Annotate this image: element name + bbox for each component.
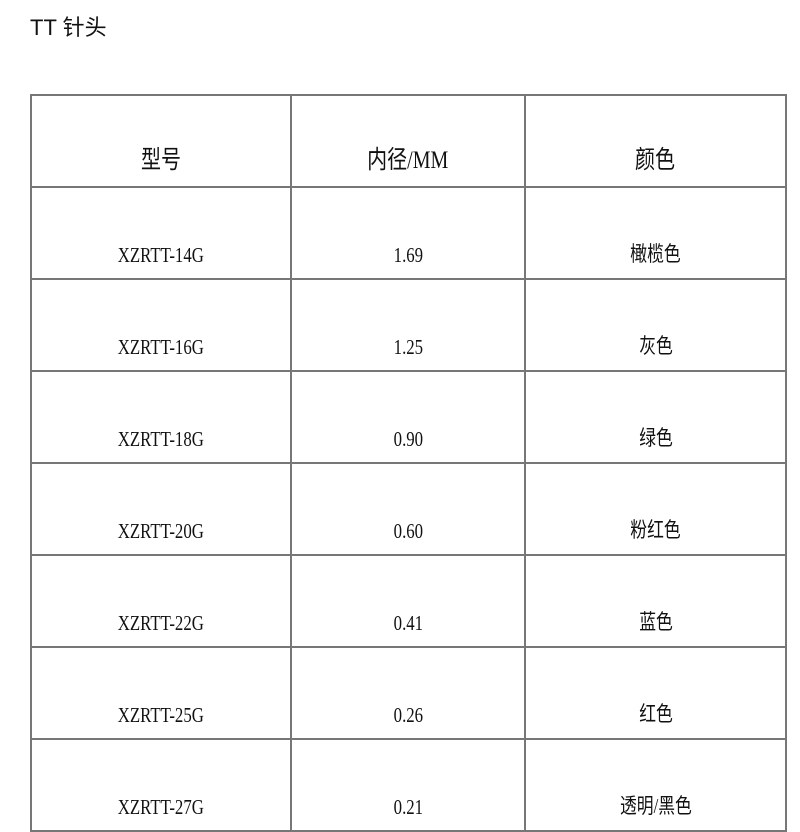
cell-text: 0.21 <box>393 795 423 819</box>
cell-model: XZRTT-16G <box>30 278 292 372</box>
cell-color: 粉红色 <box>524 462 787 556</box>
cell-text: XZRTT-16G <box>117 335 205 359</box>
cell-inner-diameter: 0.90 <box>290 370 526 464</box>
table-row: XZRTT-14G 1.69 橄榄色 <box>30 186 787 280</box>
cell-text: 0.41 <box>393 611 423 635</box>
cell-text: XZRTT-14G <box>117 243 205 267</box>
header-color: 颜色 <box>524 94 787 188</box>
cell-color: 灰色 <box>524 278 787 372</box>
cell-text: 0.60 <box>393 519 423 543</box>
cell-model: XZRTT-27G <box>30 738 292 832</box>
cell-text: 0.26 <box>393 703 423 727</box>
cell-text: XZRTT-27G <box>117 795 205 819</box>
cell-model: XZRTT-18G <box>30 370 292 464</box>
cell-text: 粉红色 <box>630 518 681 542</box>
cell-inner-diameter: 0.21 <box>290 738 526 832</box>
cell-inner-diameter: 0.60 <box>290 462 526 556</box>
cell-text: 1.69 <box>393 243 423 267</box>
cell-text: XZRTT-20G <box>117 519 205 543</box>
cell-model: XZRTT-20G <box>30 462 292 556</box>
cell-text: XZRTT-25G <box>117 703 205 727</box>
table-row: XZRTT-27G 0.21 透明/黑色 <box>30 738 787 832</box>
cell-text: 绿色 <box>638 426 673 450</box>
cell-text: 0.90 <box>393 427 423 451</box>
cell-text: 橄榄色 <box>630 242 681 266</box>
cell-model: XZRTT-25G <box>30 646 292 740</box>
cell-text: 透明/黑色 <box>619 794 692 818</box>
cell-color: 透明/黑色 <box>524 738 787 832</box>
cell-text: XZRTT-18G <box>117 427 205 451</box>
cell-inner-diameter: 0.26 <box>290 646 526 740</box>
cell-color: 绿色 <box>524 370 787 464</box>
header-label: 型号 <box>140 147 181 174</box>
table-row: XZRTT-25G 0.26 红色 <box>30 646 787 740</box>
cell-text: 灰色 <box>638 334 673 358</box>
cell-text: 1.25 <box>393 335 423 359</box>
table-row: XZRTT-20G 0.60 粉红色 <box>30 462 787 556</box>
cell-text: XZRTT-22G <box>117 611 205 635</box>
table-row: XZRTT-18G 0.90 绿色 <box>30 370 787 464</box>
cell-text: 蓝色 <box>638 610 673 634</box>
cell-text: 红色 <box>638 702 673 726</box>
table-header-row: 型号 内径/MM 颜色 <box>30 94 787 188</box>
table-row: XZRTT-16G 1.25 灰色 <box>30 278 787 372</box>
cell-color: 橄榄色 <box>524 186 787 280</box>
header-inner-diameter: 内径/MM <box>290 94 526 188</box>
cell-color: 红色 <box>524 646 787 740</box>
cell-inner-diameter: 1.69 <box>290 186 526 280</box>
header-label: 颜色 <box>635 147 676 174</box>
cell-inner-diameter: 1.25 <box>290 278 526 372</box>
cell-inner-diameter: 0.41 <box>290 554 526 648</box>
cell-color: 蓝色 <box>524 554 787 648</box>
header-label: 内径/MM <box>367 147 449 174</box>
header-model: 型号 <box>30 94 292 188</box>
page-title: TT 针头 <box>30 15 107 40</box>
cell-model: XZRTT-14G <box>30 186 292 280</box>
needle-spec-table: 型号 内径/MM 颜色 XZRTT-14G 1.69 橄榄色 XZRTT-16G 1.2… <box>30 94 787 832</box>
cell-model: XZRTT-22G <box>30 554 292 648</box>
table-row: XZRTT-22G 0.41 蓝色 <box>30 554 787 648</box>
